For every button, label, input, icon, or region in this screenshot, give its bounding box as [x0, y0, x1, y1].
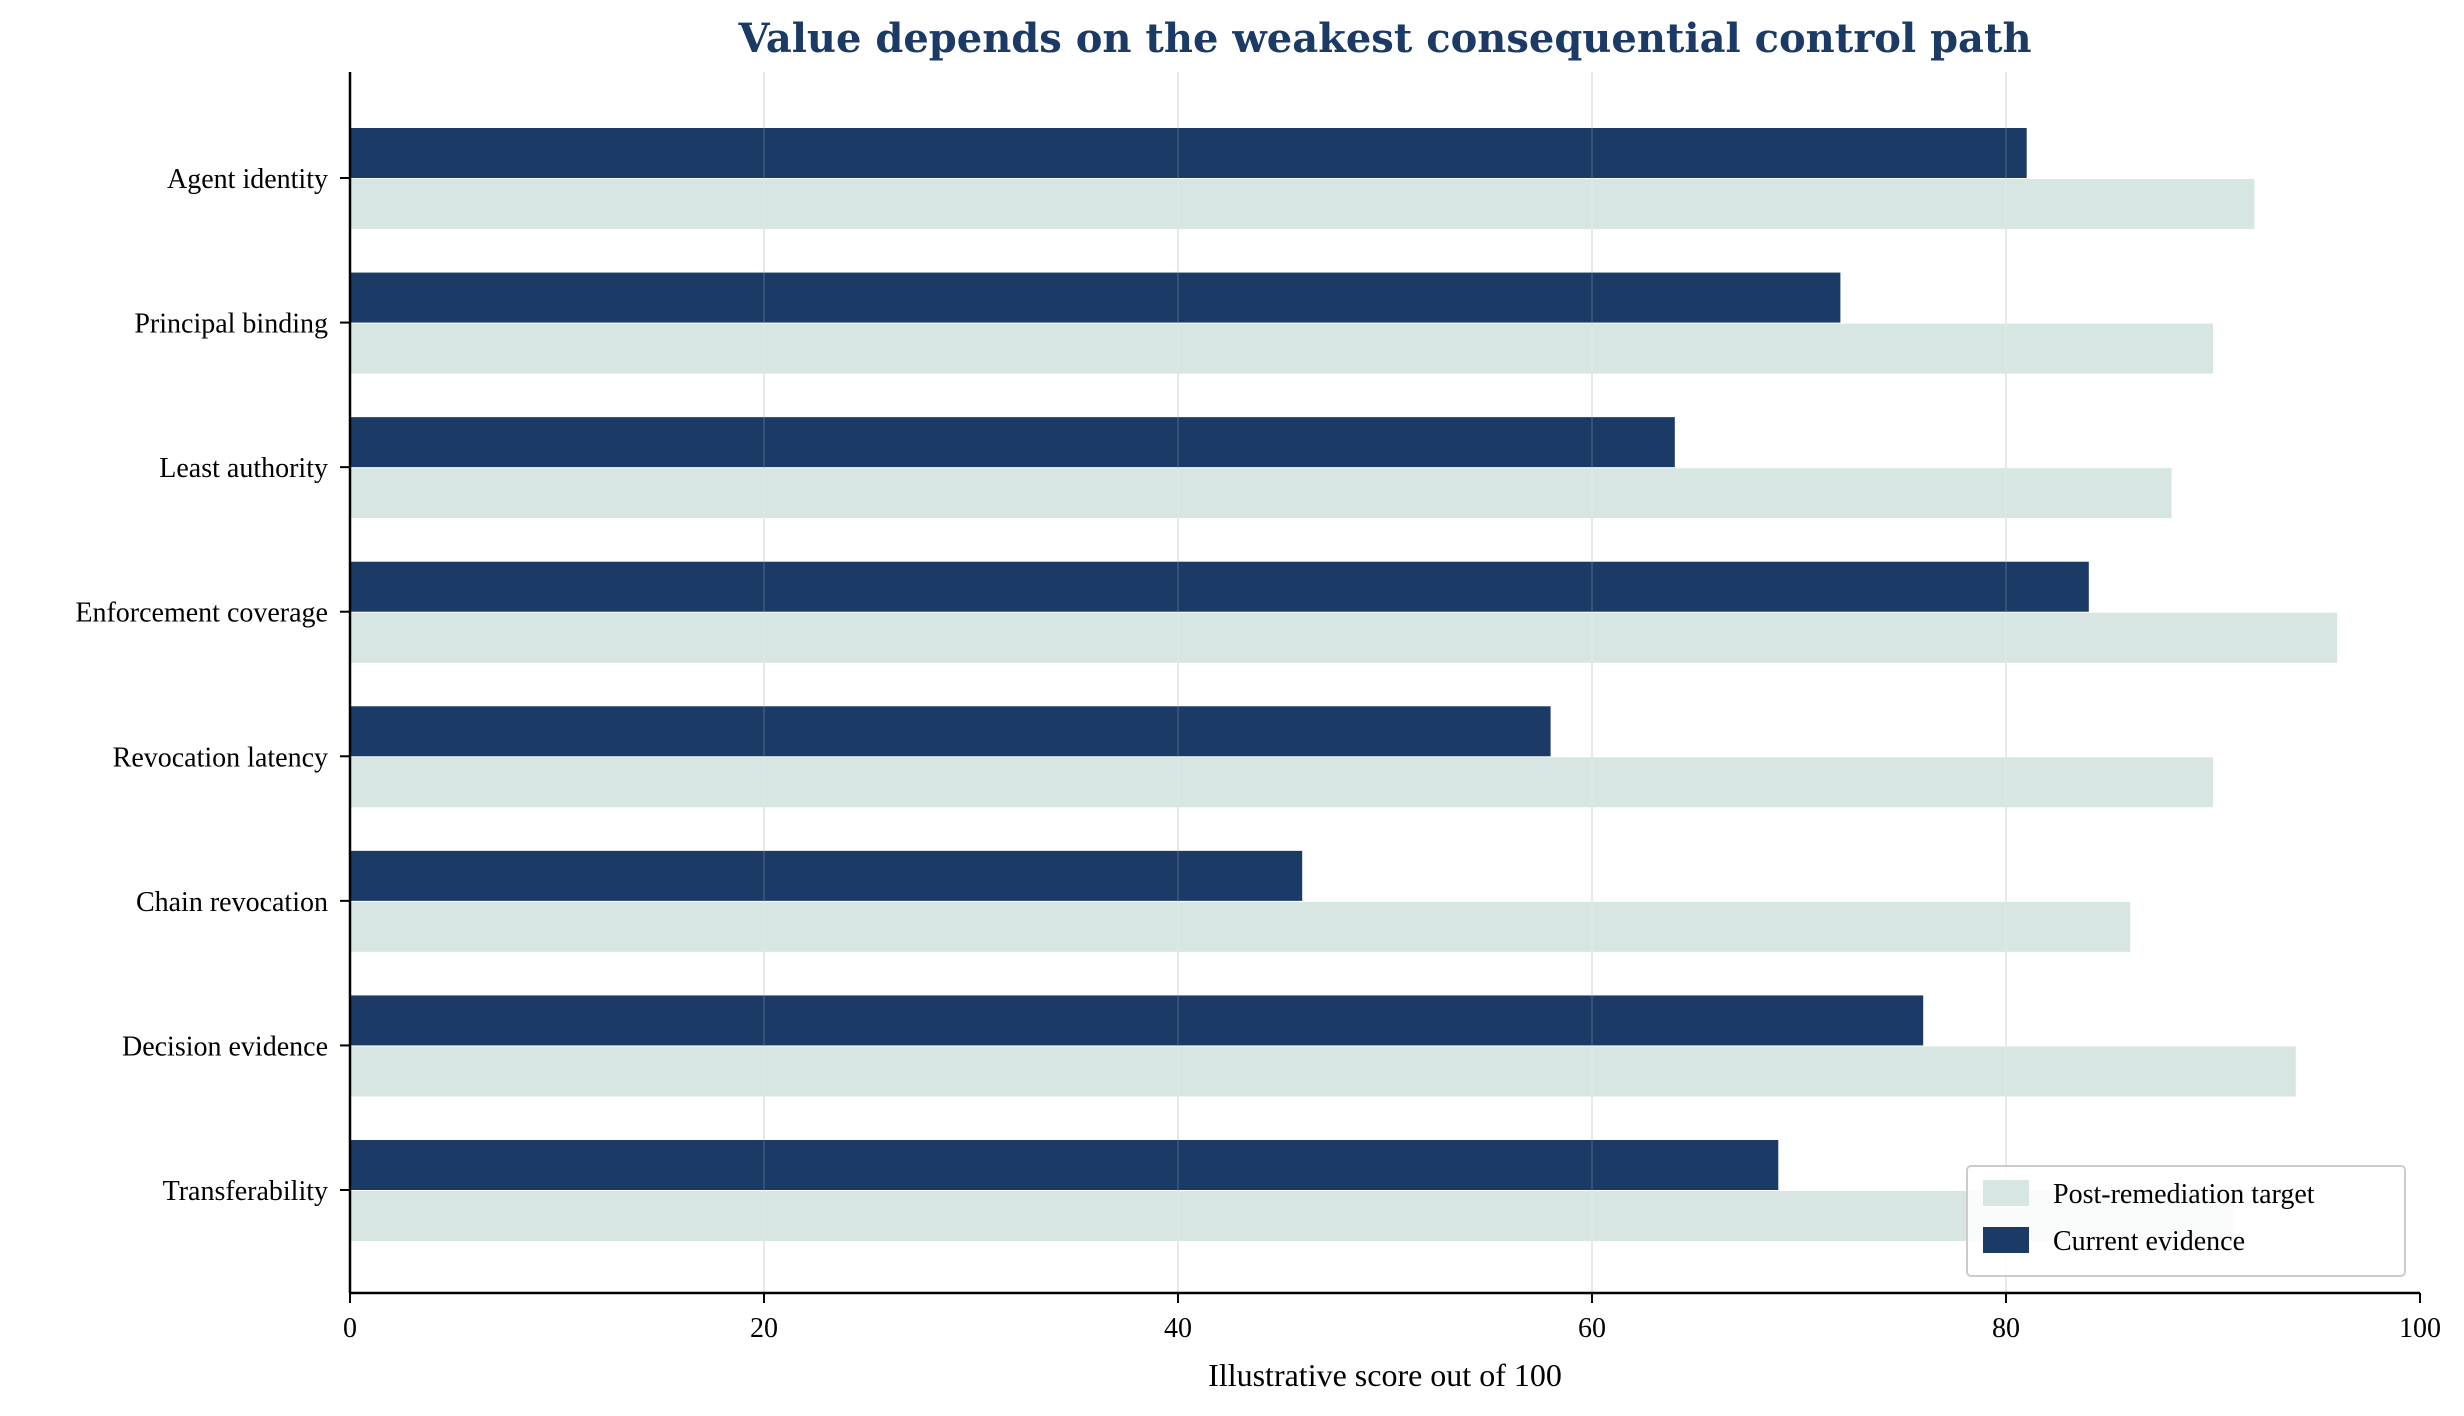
grid — [763, 72, 2007, 1293]
y-tick-label: Revocation latency — [113, 742, 328, 773]
bar-target — [350, 757, 2213, 808]
bar-current — [350, 1140, 1779, 1190]
legend-label: Post-remediation target — [2053, 1179, 2315, 1210]
y-tick-label: Chain revocation — [136, 887, 328, 918]
legend: Post-remediation target Current evidence — [1966, 1165, 2406, 1277]
x-tick-label: 100 — [2399, 1313, 2441, 1344]
axes — [348, 72, 2420, 1295]
bar-current — [350, 417, 1675, 468]
x-tick-label: 80 — [1992, 1313, 2020, 1344]
y-tick-label: Transferability — [163, 1176, 328, 1207]
legend-label: Current evidence — [2053, 1226, 2245, 1257]
bar-current — [350, 128, 2027, 178]
x-tick-label: 60 — [1578, 1313, 1606, 1344]
bar-current — [350, 561, 2089, 612]
bar-target — [350, 612, 2338, 663]
bar-target — [350, 323, 2213, 374]
bar-target — [350, 468, 2172, 519]
x-tick-label: 20 — [750, 1313, 778, 1344]
y-tick-label: Principal binding — [134, 309, 328, 340]
y-tick-label: Agent identity — [167, 164, 328, 195]
legend-box — [1966, 1165, 2406, 1277]
bar-current — [350, 706, 1551, 757]
y-tick-labels: Agent identity Principal binding Least aut… — [75, 164, 350, 1207]
bar-current — [350, 272, 1841, 323]
legend-swatch — [1983, 1227, 2029, 1253]
legend-swatch — [1983, 1180, 2029, 1206]
bar-target — [350, 1191, 2234, 1241]
y-tick-label: Decision evidence — [122, 1031, 328, 1062]
x-tick-label: 40 — [1164, 1313, 1192, 1344]
x-axis-label: Illustrative score out of 100 — [1208, 1357, 1562, 1393]
bar-current — [350, 995, 1924, 1046]
bar-target — [350, 901, 2131, 952]
x-tick-label: 0 — [343, 1313, 357, 1344]
bars — [350, 72, 2338, 1293]
chart-title: Value depends on the weakest consequenti… — [737, 15, 2031, 62]
bar-current — [350, 850, 1303, 901]
bar-target — [350, 179, 2255, 229]
x-tick-labels: 0 20 40 60 80 100 — [343, 1293, 2441, 1344]
y-tick-label: Least authority — [159, 453, 328, 484]
bar-target — [350, 1046, 2296, 1097]
y-tick-label: Enforcement coverage — [75, 598, 328, 629]
